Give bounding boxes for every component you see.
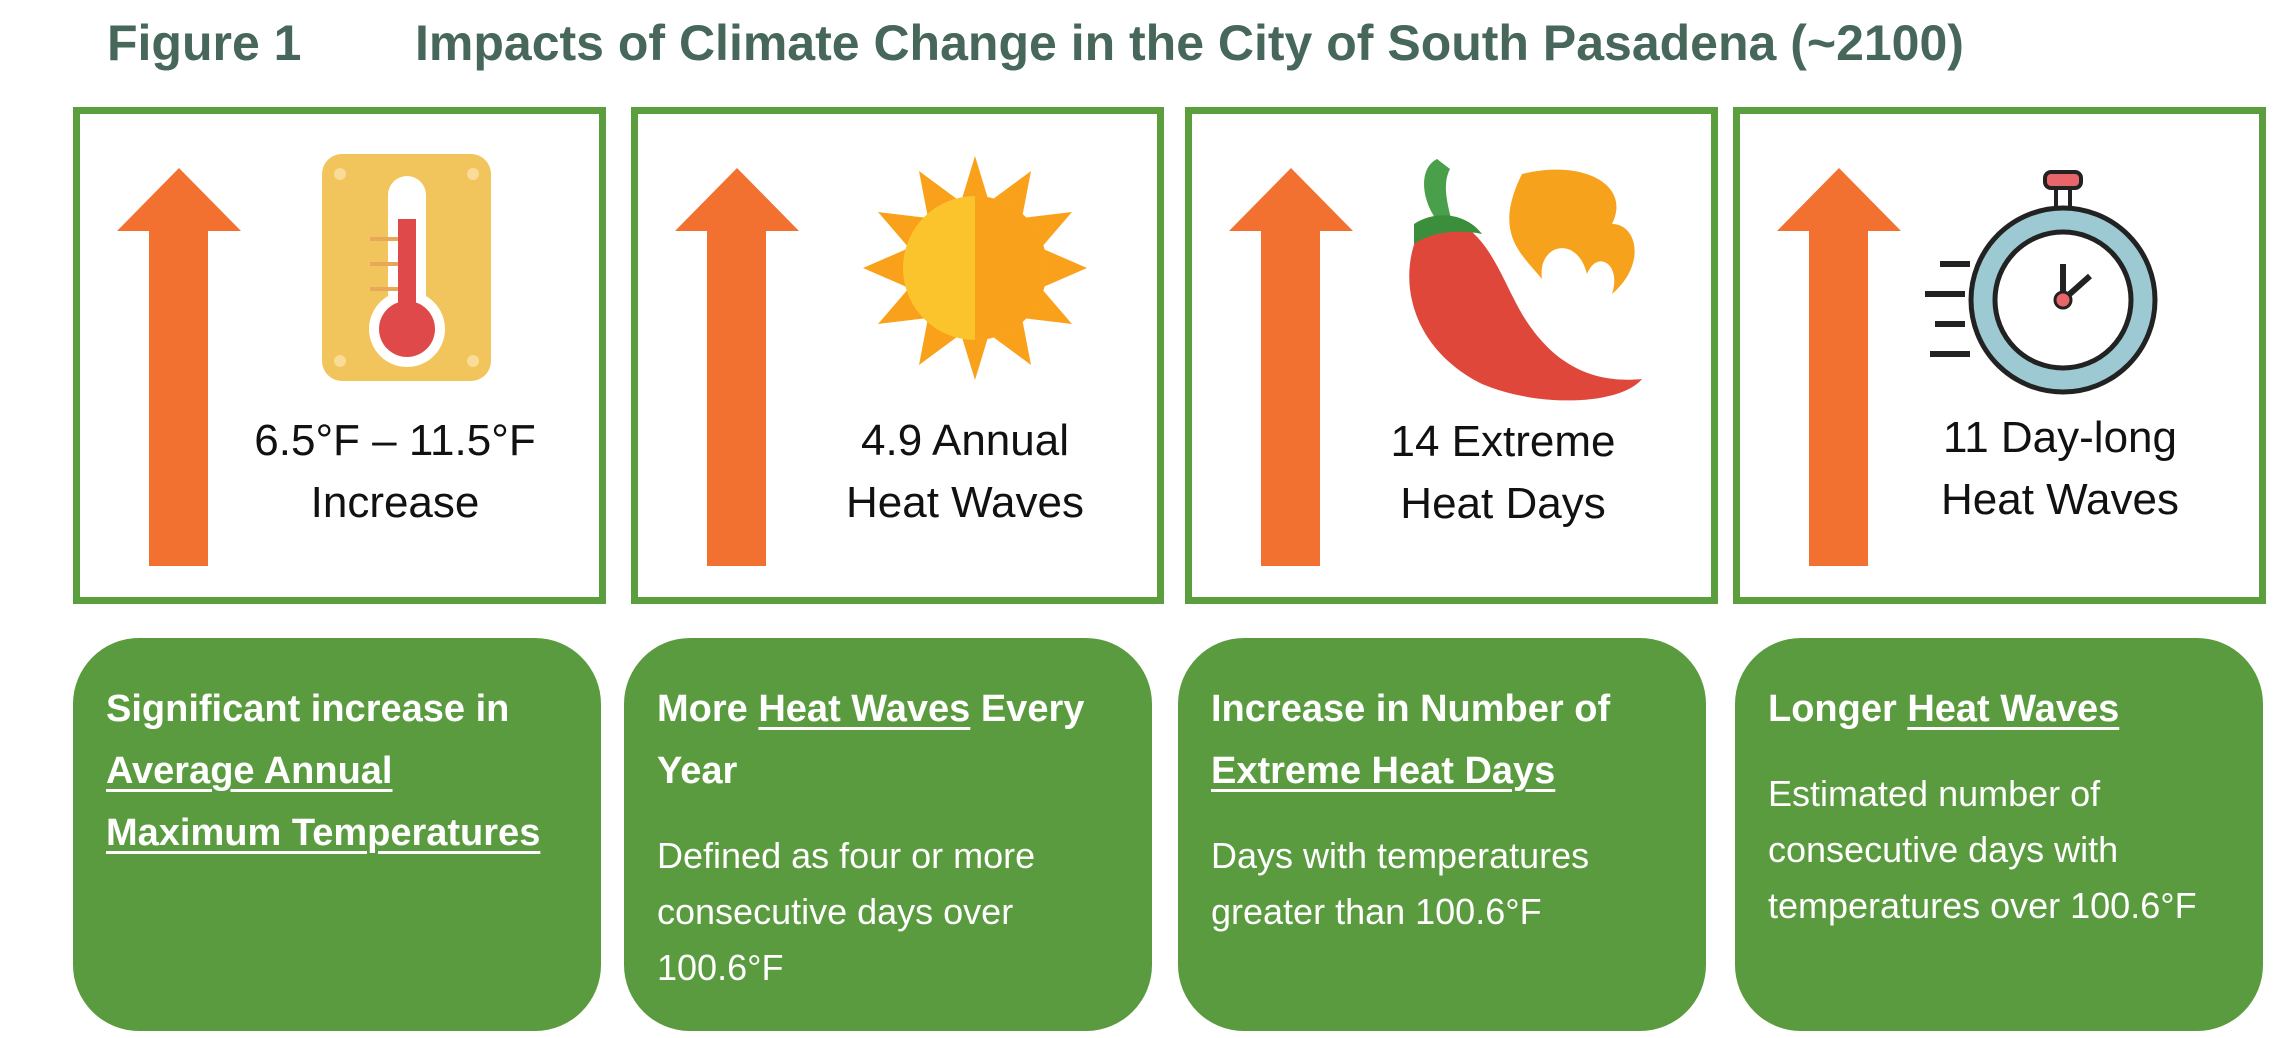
card: Longer Heat Waves Estimated number of co… <box>1735 638 2263 1031</box>
card-heading: Increase in Number of Extreme Heat Days <box>1211 678 1676 802</box>
heading-text: More <box>657 688 759 730</box>
heading-emphasis: Heat Waves <box>1907 688 2120 730</box>
stat-line: Increase <box>310 478 480 527</box>
panel-icons <box>1777 168 2158 566</box>
panel-icons <box>117 154 491 566</box>
card: More Heat Waves Every Year Defined as fo… <box>624 638 1152 1031</box>
stat-line: Heat Waves <box>1940 475 2180 524</box>
up-arrow <box>675 168 799 566</box>
up-arrow <box>1229 168 1353 566</box>
stat-line: 4.9 Annual <box>861 416 1069 465</box>
panel: 11 Day-long Heat Waves <box>1733 107 2266 604</box>
title: Impacts of Climate Change in the City of… <box>415 15 1964 71</box>
pepper-icon <box>1409 159 1642 401</box>
heading-emphasis: Average Annual Maximum Temperatures <box>106 750 541 854</box>
stat-line: 6.5°F – 11.5°F <box>254 416 536 465</box>
card-heading: More Heat Waves Every Year <box>657 678 1122 802</box>
stat-line: 14 Extreme <box>1390 417 1616 466</box>
stat-line: 11 Day-long <box>1943 413 2177 462</box>
up-arrow <box>117 168 241 566</box>
thermometer-icon <box>322 154 491 381</box>
card-description: Days with temperatures greater than 100.… <box>1211 835 1590 932</box>
card: Significant increase in Average Annual M… <box>73 638 601 1031</box>
sun-icon <box>863 156 1087 380</box>
card-heading: Significant increase in Average Annual M… <box>106 678 571 864</box>
panel: 14 Extreme Heat Days <box>1185 107 1718 604</box>
heading-text: Significant increase in <box>106 688 510 730</box>
stat-line: Heat Days <box>1400 479 1606 528</box>
heading-emphasis: Extreme Heat Days <box>1211 750 1556 792</box>
heading-text: Every Year <box>657 688 1085 792</box>
stat-line: Heat Waves <box>845 478 1085 527</box>
panel: 6.5°F – 11.5°F Increase <box>73 107 606 604</box>
figure-label: Figure 1 <box>107 15 302 71</box>
card-description: Estimated number of consecutive days wit… <box>1768 773 2197 926</box>
heading-text: Longer <box>1768 688 1908 730</box>
heading-text: Increase in Number of <box>1211 688 1611 730</box>
panel: 4.9 Annual Heat Waves <box>631 107 1164 604</box>
up-arrow <box>1777 168 1901 566</box>
panel-icons <box>675 156 1087 566</box>
panel-icons <box>1229 159 1642 566</box>
card-heading: Longer Heat Waves <box>1768 678 2233 740</box>
stopwatch-icon <box>1925 170 2158 395</box>
card: Increase in Number of Extreme Heat Days … <box>1178 638 1706 1031</box>
card-description: Defined as four or more consecutive days… <box>657 835 1036 988</box>
heading-emphasis: Heat Waves <box>758 688 971 730</box>
